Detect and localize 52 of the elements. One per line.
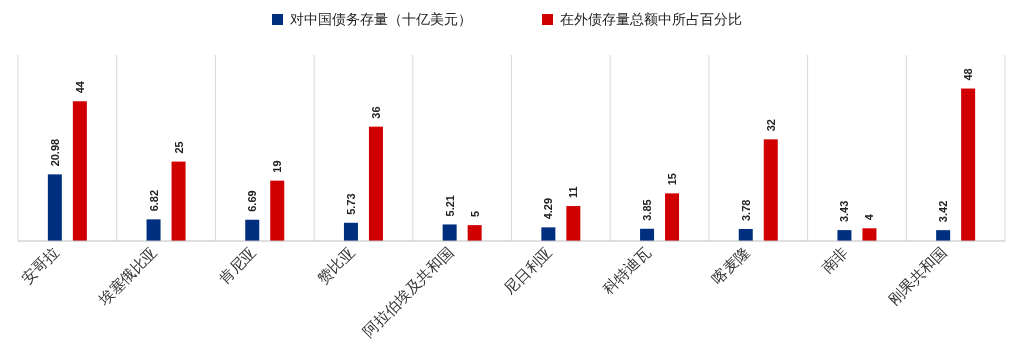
legend-label: 对中国债务存量（十亿美元）	[290, 11, 472, 27]
x-tick-label: 埃塞俄比亚	[94, 243, 161, 310]
x-tick-label: 刚果共和国	[884, 243, 951, 309]
data-label: 5	[468, 210, 481, 218]
bar	[146, 219, 161, 241]
data-label: 25	[172, 141, 185, 154]
x-tick-label: 南非	[817, 243, 852, 278]
data-label: 48	[962, 68, 975, 81]
bar	[245, 219, 260, 241]
bar	[763, 139, 778, 241]
bar	[541, 227, 556, 241]
bar	[837, 230, 852, 241]
bar	[47, 174, 62, 241]
data-label: 11	[567, 186, 580, 199]
bar	[738, 228, 753, 241]
data-label: 36	[369, 106, 382, 119]
data-label: 3.85	[641, 199, 654, 221]
data-label: 6.82	[147, 189, 160, 212]
bar	[442, 224, 457, 241]
bar	[961, 88, 976, 241]
bar	[566, 206, 581, 241]
bar	[72, 101, 87, 241]
data-label: 15	[666, 173, 679, 186]
x-tick-label: 赞比亚	[313, 243, 359, 288]
x-tick-label: 喀麦隆	[708, 243, 754, 288]
data-label: 19	[271, 160, 284, 173]
x-tick-label: 肯尼亚	[215, 243, 260, 288]
bar	[171, 161, 186, 241]
x-tick-label: 尼日利亚	[500, 243, 556, 299]
bar	[862, 228, 877, 241]
x-tick-label: 阿拉伯埃及共和国	[359, 243, 457, 341]
bar	[368, 126, 383, 241]
data-label: 5.21	[443, 195, 456, 217]
x-tick-label: 科特迪瓦	[599, 243, 655, 299]
data-label: 4	[863, 213, 876, 221]
data-label: 6.69	[246, 190, 259, 212]
data-label: 20.98	[48, 138, 61, 167]
data-label: 3.42	[937, 200, 950, 223]
bar	[640, 228, 655, 241]
data-label: 32	[764, 119, 777, 132]
legend-label: 在外债存量总额中所占百分比	[560, 11, 742, 27]
x-tick-label: 安哥拉	[17, 243, 63, 288]
bar	[936, 230, 951, 241]
bar	[665, 193, 680, 241]
bar	[467, 225, 482, 241]
data-label: 3.78	[739, 199, 752, 221]
bar	[270, 180, 285, 241]
data-label: 5.73	[344, 193, 357, 215]
bar	[343, 222, 358, 241]
data-label: 44	[73, 80, 86, 94]
data-label: 4.29	[542, 197, 555, 220]
data-label: 3.43	[838, 200, 851, 223]
